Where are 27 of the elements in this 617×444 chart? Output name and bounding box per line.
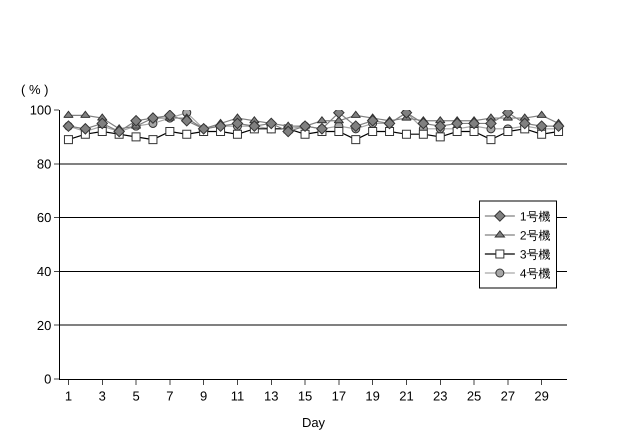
y-tick-label: 20 bbox=[36, 318, 52, 333]
x-tick-label: 19 bbox=[365, 388, 380, 404]
y-tick-label: 80 bbox=[36, 156, 52, 172]
x-tick-label: 11 bbox=[230, 388, 244, 404]
x-tick-label: 27 bbox=[500, 388, 516, 404]
x-axis-title: Day bbox=[302, 415, 326, 430]
y-tick-label: 0 bbox=[44, 372, 52, 387]
y-axis-title: ( % ) bbox=[21, 82, 48, 97]
legend-label: 3号機 bbox=[520, 248, 551, 262]
y-tick-label: 40 bbox=[36, 264, 52, 279]
x-tick-label: 23 bbox=[433, 388, 448, 404]
y-tick-label: 60 bbox=[36, 210, 52, 226]
x-tick-label: 15 bbox=[298, 388, 312, 404]
x-tick-label: 5 bbox=[132, 388, 140, 404]
legend-label: 2号機 bbox=[520, 228, 551, 243]
x-tick-label: 17 bbox=[332, 388, 346, 404]
x-tick-label: 29 bbox=[534, 388, 549, 404]
x-tick-label: 9 bbox=[200, 388, 208, 404]
x-tick-label: 1 bbox=[64, 388, 72, 404]
x-tick-label: 21 bbox=[399, 388, 414, 404]
x-tick-label: 25 bbox=[466, 388, 482, 404]
x-tick-label: 3 bbox=[98, 388, 106, 404]
x-tick-label: 7 bbox=[166, 388, 174, 404]
legend-label: 4号機 bbox=[520, 266, 551, 281]
x-tick-label: 13 bbox=[264, 388, 278, 404]
y-tick-label: 100 bbox=[30, 102, 52, 118]
legend-label: 1号機 bbox=[520, 210, 551, 224]
